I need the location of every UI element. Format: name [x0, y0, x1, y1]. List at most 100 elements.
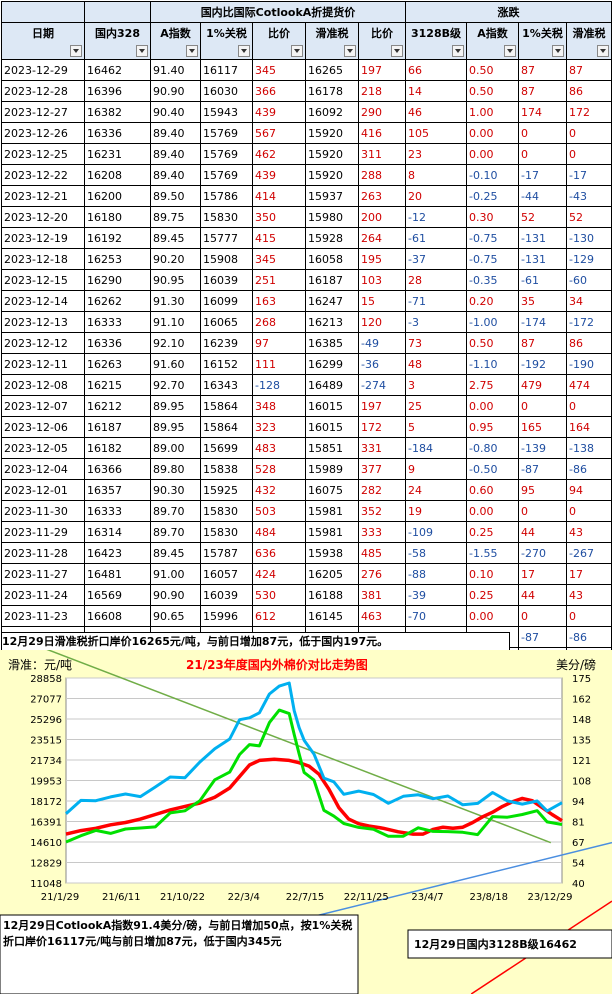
table-cell: 16099 [200, 290, 253, 312]
table-cell: 16382 [84, 101, 151, 123]
empty-header [1, 1, 85, 23]
table-cell: 25 [405, 395, 467, 417]
table-cell: 16065 [200, 311, 253, 333]
table-cell: 290 [358, 101, 406, 123]
table-cell: 16075 [305, 479, 359, 501]
table-cell: 2023-12-26 [1, 122, 85, 144]
price-comparison-chart: 11048 40 12829 54 14610 67 16391 81 18172 94 19953… [0, 650, 612, 994]
table-cell: 52 [518, 206, 567, 228]
filter-dropdown-icon[interactable] [552, 45, 564, 57]
filter-dropdown-icon[interactable] [391, 45, 403, 57]
table-cell: 2023-12-12 [1, 332, 85, 354]
table-cell: 16333 [84, 311, 151, 333]
table-cell: 16180 [84, 206, 151, 228]
table-cell: 89.95 [150, 395, 201, 417]
table-cell: 200 [358, 206, 406, 228]
table-cell: 15981 [305, 500, 359, 522]
table-cell: 66 [405, 59, 467, 81]
table-cell: -190 [566, 353, 612, 375]
table-cell: 333 [358, 521, 406, 543]
table-cell: 2023-12-15 [1, 269, 85, 291]
filter-dropdown-icon[interactable] [70, 45, 82, 57]
table-cell: 2023-12-11 [1, 353, 85, 375]
column-header-label: 日期 [32, 27, 54, 40]
table-cell: 345 [252, 59, 306, 81]
table-cell: 16423 [84, 542, 151, 564]
column-header[interactable]: A指数 [466, 22, 519, 60]
column-header[interactable]: 比价 [358, 22, 406, 60]
table-cell: 94 [566, 479, 612, 501]
table-cell: 90.65 [150, 605, 201, 627]
filter-dropdown-icon[interactable] [186, 45, 198, 57]
table-cell: 0.25 [466, 521, 519, 543]
column-header[interactable]: 国内328 [84, 22, 151, 60]
x-tick-label: 23/8/18 [469, 892, 508, 903]
table-cell: -12 [405, 206, 467, 228]
table-cell: 432 [252, 479, 306, 501]
filter-dropdown-icon[interactable] [504, 45, 516, 57]
table-cell: 87 [518, 80, 567, 102]
filter-dropdown-icon[interactable] [136, 45, 148, 57]
top-note: 12月29日滑准税折口岸价16265元/吨，与前日增加87元，低于国内197元。 [2, 632, 510, 652]
table-cell: 16489 [305, 374, 359, 396]
table-cell: 483 [252, 437, 306, 459]
table-cell: 23 [405, 143, 467, 165]
column-header[interactable]: 1%关税 [200, 22, 253, 60]
table-cell: -3 [405, 311, 467, 333]
table-cell: 89.45 [150, 227, 201, 249]
series-line-1 [65, 708, 563, 844]
column-header[interactable]: 比价 [252, 22, 306, 60]
table-cell: 73 [405, 332, 467, 354]
table-cell: 87 [518, 59, 567, 81]
filter-dropdown-icon[interactable] [238, 45, 250, 57]
table-cell: 174 [518, 101, 567, 123]
table-cell: 91.40 [150, 59, 201, 81]
price-table: 国内比国际CotlookA折提货价 涨跌 日期 国内328 A指数 1%关税 比价 滑准税… [1, 1, 612, 690]
column-header[interactable]: 3128B级 [405, 22, 467, 60]
filter-dropdown-icon[interactable] [597, 45, 609, 57]
filter-dropdown-icon[interactable] [344, 45, 356, 57]
table-cell: 89.40 [150, 164, 201, 186]
table-cell: 92.10 [150, 332, 201, 354]
right-tick-label: 135 [572, 736, 591, 747]
table-cell: 16396 [84, 80, 151, 102]
table-cell: 263 [358, 185, 406, 207]
bottom-right-note: 12月29日国内3128B级16462 [414, 937, 577, 951]
table-cell: 479 [518, 374, 567, 396]
table-cell: -1.55 [466, 542, 519, 564]
table-cell: -87 [518, 626, 567, 648]
table-cell: 9 [405, 458, 467, 480]
table-cell: 91.10 [150, 311, 201, 333]
left-tick-label: 25296 [30, 715, 62, 726]
table-cell: 120 [358, 311, 406, 333]
column-header[interactable]: A指数 [150, 22, 201, 60]
column-header[interactable]: 1%关税 [518, 22, 567, 60]
table-row: 2023-12-18 16253 90.20 15908 345 16058 195 -37-… [1, 248, 612, 270]
table-cell: 90.95 [150, 269, 201, 291]
table-cell: 2023-11-30 [1, 500, 85, 522]
table-cell: 15996 [200, 605, 253, 627]
table-cell: 16481 [84, 563, 151, 585]
column-header[interactable]: 滑准税 [566, 22, 612, 60]
table-row: 2023-12-14 16262 91.30 16099 163 16247 15 -71 0.… [1, 290, 612, 312]
table-cell: 15920 [305, 143, 359, 165]
column-header[interactable]: 日期 [1, 22, 85, 60]
left-tick-label: 18172 [30, 797, 62, 808]
table-cell: 16239 [200, 332, 253, 354]
table-cell: 15769 [200, 143, 253, 165]
table-cell: 16092 [305, 101, 359, 123]
table-cell: 16152 [200, 353, 253, 375]
table-cell: 463 [358, 605, 406, 627]
table-cell: 16208 [84, 164, 151, 186]
table-cell: 103 [358, 269, 406, 291]
table-cell: 311 [358, 143, 406, 165]
table-cell: -0.50 [466, 458, 519, 480]
column-header-label: 国内328 [95, 27, 140, 40]
table-cell: 0 [566, 395, 612, 417]
table-cell: 90.30 [150, 479, 201, 501]
filter-dropdown-icon[interactable] [291, 45, 303, 57]
table-row: 2023-12-22 16208 89.40 15769 439 15920 288 8 -0.… [1, 164, 612, 186]
filter-dropdown-icon[interactable] [452, 45, 464, 57]
table-cell: 16462 [84, 59, 151, 81]
column-header[interactable]: 滑准税 [305, 22, 359, 60]
